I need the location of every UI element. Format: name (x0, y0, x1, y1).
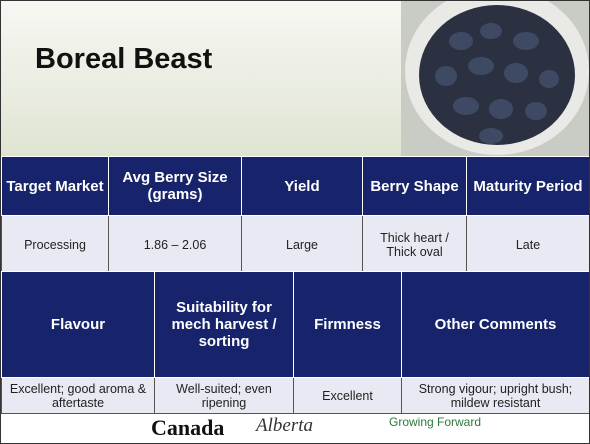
table-cell: Thick heart / Thick oval (362, 215, 467, 274)
column-header: Firmness (293, 271, 402, 378)
table-cell: 1.86 – 2.06 (108, 215, 242, 274)
table-2: Flavour Suitability for mech harvest / so… (1, 271, 589, 414)
column-header: Maturity Period (466, 156, 589, 216)
column-header: Other Comments (401, 271, 589, 378)
table-cell: Large (241, 215, 363, 274)
footer: Canada Alberta Growing Forward (1, 413, 589, 443)
title: Boreal Beast (35, 43, 213, 75)
column-header: Avg Berry Size (grams) (108, 156, 242, 216)
column-header: Suitability for mech harvest / sorting (154, 271, 294, 378)
table-cell: Excellent; good aroma & aftertaste (1, 377, 155, 414)
table-cell: Processing (1, 215, 109, 274)
column-header: Berry Shape (362, 156, 467, 216)
logo-growing-forward: Growing Forward (389, 415, 482, 429)
table-cell: Late (466, 215, 589, 274)
table-cell: Excellent (293, 377, 402, 414)
table-cell: Well-suited; even ripening (154, 377, 294, 414)
column-header: Yield (241, 156, 363, 216)
logo-canada: Canada (151, 415, 225, 440)
table-1: Target Market Avg Berry Size (grams) Yield… (1, 156, 589, 274)
berry-photo (401, 1, 589, 156)
column-header: Target Market (1, 156, 109, 216)
column-header: Flavour (1, 271, 155, 378)
table-cell: Strong vigour; upright bush; mildew resi… (401, 377, 589, 414)
logo-alberta: Alberta (256, 415, 313, 436)
